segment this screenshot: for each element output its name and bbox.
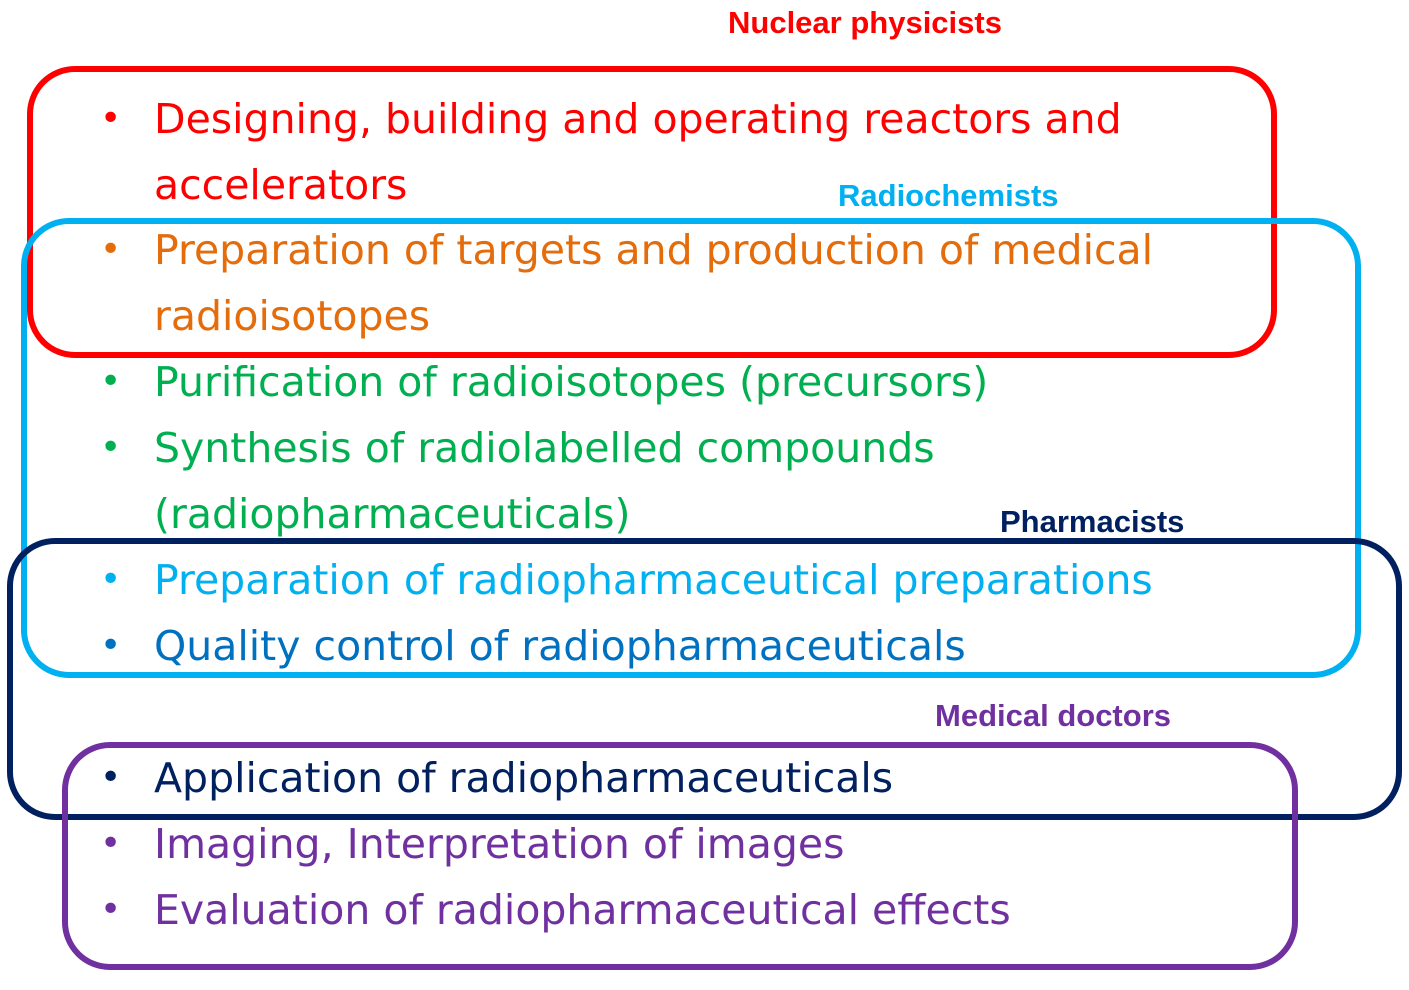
medical-doctors-box — [62, 742, 1298, 970]
list-item-text: Evaluation of radiopharmaceutical effect… — [154, 886, 1011, 934]
medical-doctors-label: Medical doctors — [935, 698, 1171, 733]
list-item-text: Purification of radioisotopes (precursor… — [154, 358, 989, 406]
bullet-icon: • — [100, 889, 122, 930]
bullet-icon: • — [100, 559, 122, 600]
pharmacists-label: Pharmacists — [1000, 504, 1185, 539]
list-item-text: Application of radiopharmaceuticals — [154, 754, 894, 802]
nuclear-physicists-label: Nuclear physicists — [728, 5, 1002, 40]
bullet-icon: • — [100, 229, 122, 270]
bullet-icon: • — [100, 427, 122, 468]
bullet-icon: • — [100, 361, 122, 402]
list-item-text: Preparation of targets and production of… — [154, 226, 1154, 274]
list-item-text: radioisotopes — [154, 292, 431, 340]
nuclear-physicists-box — [27, 66, 1277, 358]
list-item-text: accelerators — [154, 161, 408, 209]
radiochemists-label: Radiochemists — [838, 178, 1059, 213]
bullet-icon: • — [100, 757, 122, 798]
list-item-text: (radiopharmaceuticals) — [154, 490, 631, 538]
list-item-text: Synthesis of radiolabelled compounds — [154, 424, 935, 472]
list-item-text: Preparation of radiopharmaceutical prepa… — [154, 556, 1153, 604]
bullet-icon: • — [100, 625, 122, 666]
list-item-text: Quality control of radiopharmaceuticals — [154, 622, 966, 670]
bullet-icon: • — [100, 823, 122, 864]
list-item-text: Imaging, Interpretation of images — [154, 820, 845, 868]
bullet-icon: • — [100, 98, 122, 139]
pharmacists-box — [7, 538, 1402, 820]
list-item-text: Designing, building and operating reacto… — [154, 95, 1122, 143]
radiochemists-box — [21, 218, 1361, 678]
